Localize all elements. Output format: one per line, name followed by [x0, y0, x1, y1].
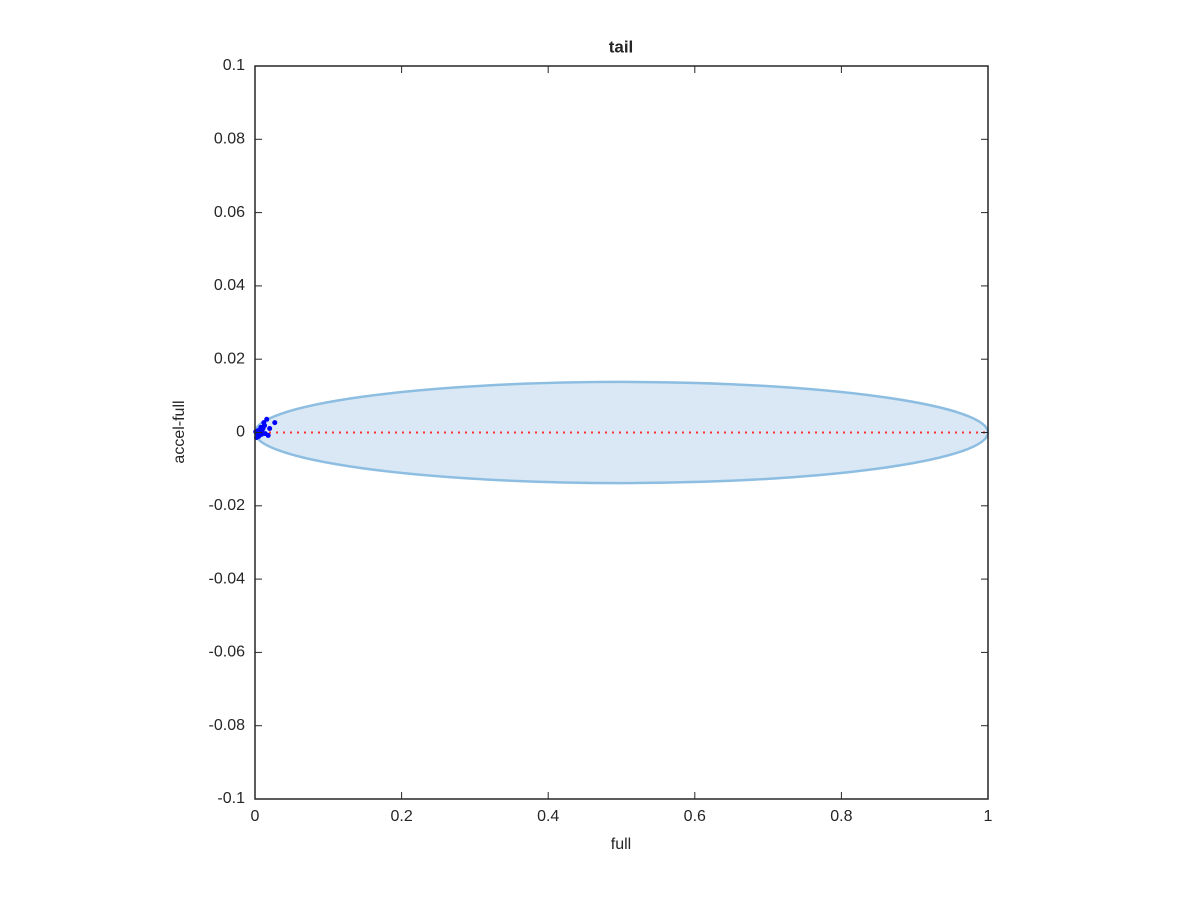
x-tick-label: 0.2	[390, 808, 412, 825]
x-tick-label: 0.4	[537, 808, 559, 825]
scatter-point	[257, 430, 263, 436]
y-tick-label: 0.04	[214, 277, 245, 294]
y-tick-label: -0.02	[209, 497, 246, 514]
scatter-point	[260, 425, 266, 431]
chart-title: tail	[609, 37, 634, 56]
scatter-point	[265, 432, 271, 438]
y-tick-label: 0.02	[214, 350, 245, 367]
scatter-point	[267, 425, 273, 431]
y-tick-label: -0.08	[209, 717, 246, 734]
y-tick-label: -0.1	[217, 790, 245, 807]
scatter-point	[272, 420, 278, 426]
y-tick-label: 0	[236, 424, 245, 441]
x-tick-label: 0.6	[684, 808, 706, 825]
y-tick-label: 0.06	[214, 204, 245, 221]
x-tick-label: 0	[251, 808, 260, 825]
y-tick-label: 0.1	[223, 57, 245, 74]
y-axis-label: accel-full	[171, 400, 188, 463]
scatter-point	[261, 420, 267, 426]
y-tick-label: -0.04	[209, 570, 246, 587]
x-tick-label: 0.8	[830, 808, 852, 825]
y-tick-label: 0.08	[214, 131, 245, 148]
y-tick-label: -0.06	[209, 644, 246, 661]
scatter-point	[264, 416, 270, 422]
x-tick-label: 1	[984, 808, 993, 825]
x-axis-label: full	[611, 836, 631, 853]
